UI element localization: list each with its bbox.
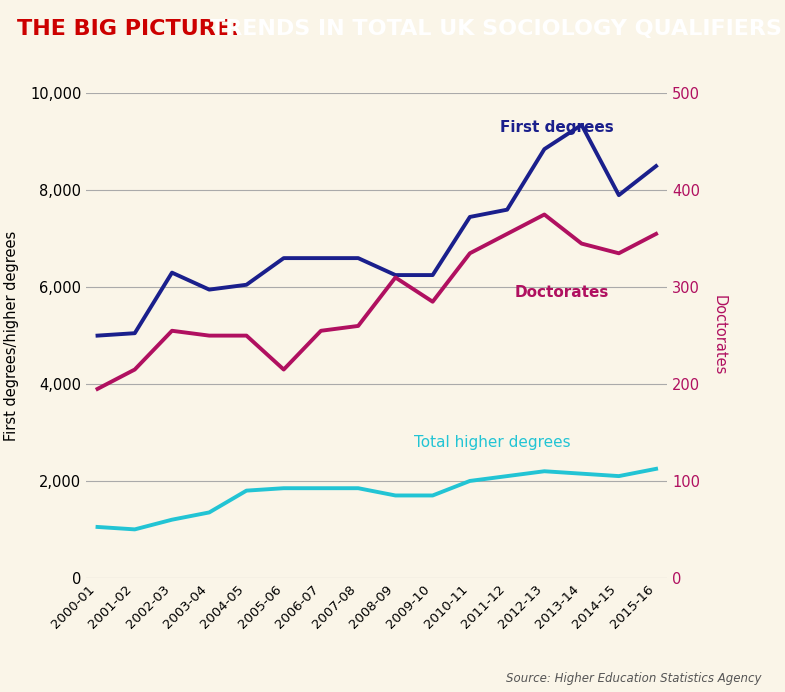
Y-axis label: Doctorates: Doctorates (711, 295, 726, 376)
Text: THE BIG PICTURE:: THE BIG PICTURE: (17, 19, 248, 39)
Text: Total higher degrees: Total higher degrees (414, 435, 571, 450)
Text: Source: Higher Education Statistics Agency: Source: Higher Education Statistics Agen… (506, 672, 761, 685)
Text: First degrees: First degrees (500, 120, 613, 135)
Y-axis label: First degrees/higher degrees: First degrees/higher degrees (4, 230, 19, 441)
Text: TRENDS IN TOTAL UK SOCIOLOGY QUALIFIERS: TRENDS IN TOTAL UK SOCIOLOGY QUALIFIERS (210, 19, 783, 39)
Text: Doctorates: Doctorates (515, 285, 609, 300)
